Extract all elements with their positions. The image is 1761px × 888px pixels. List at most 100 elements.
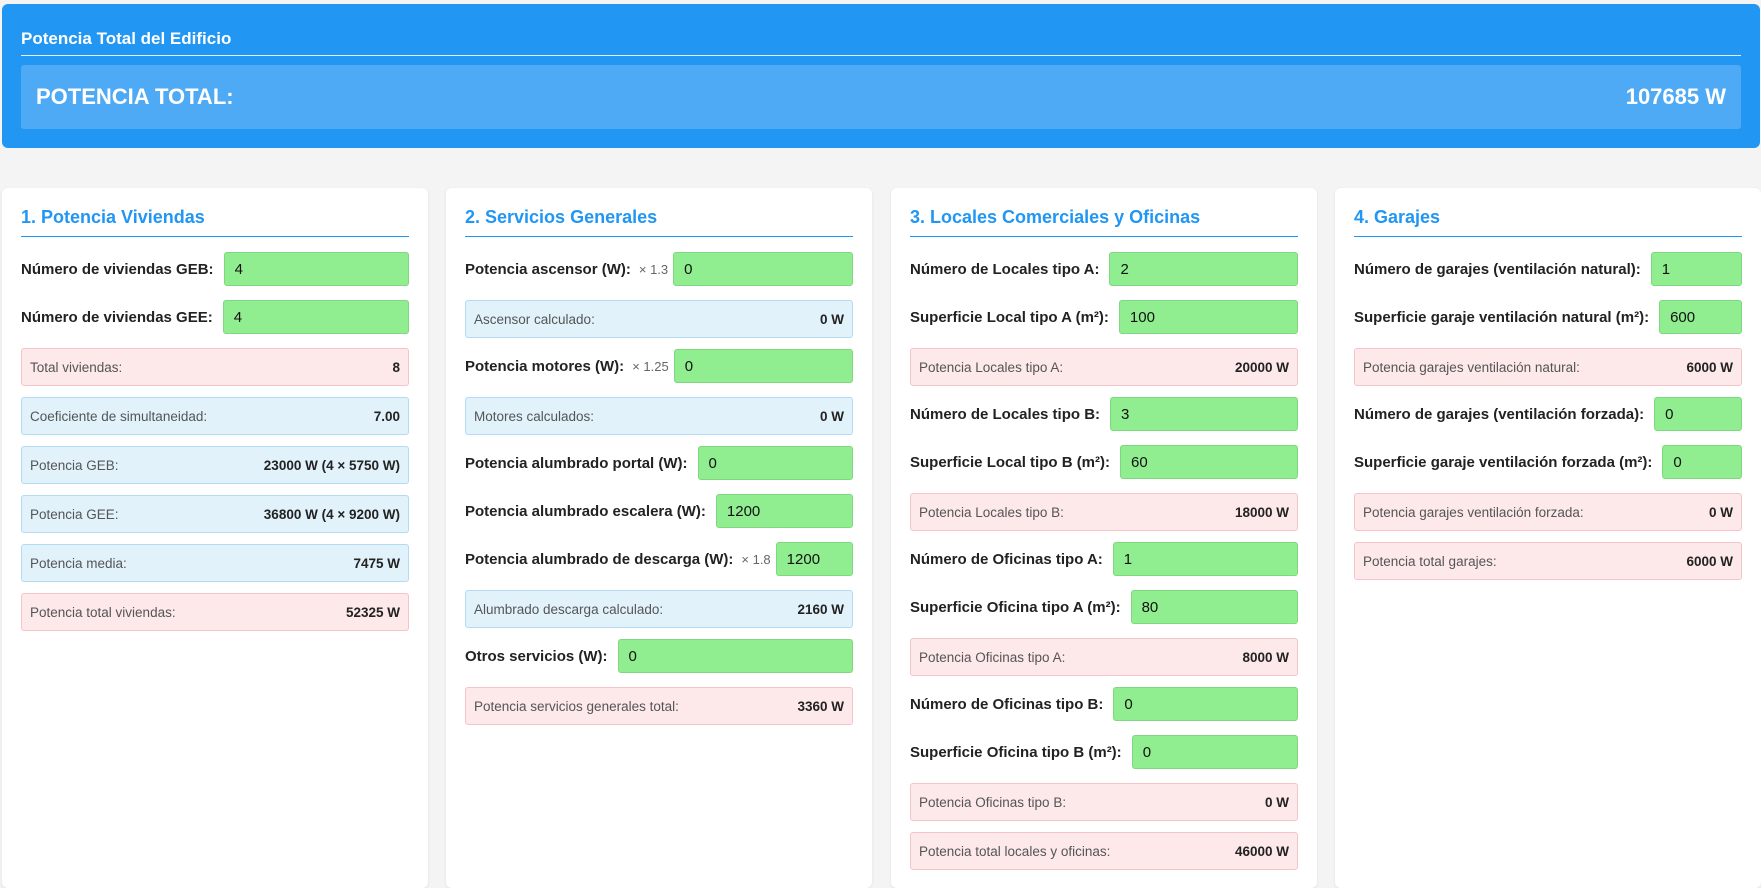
row-locales-a-num: Número de Locales tipo A:	[910, 252, 1298, 286]
alumbrado-portal-input[interactable]	[697, 446, 853, 480]
oficinas-b-sup-input[interactable]	[1131, 735, 1298, 769]
alumbrado-descarga-label: Potencia alumbrado de descarga (W):	[465, 550, 734, 568]
result-label: Potencia garajes ventilación natural:	[1363, 359, 1580, 375]
row-ascensor: Potencia ascensor (W): × 1.3	[465, 252, 853, 286]
row-alumbrado-escalera: Potencia alumbrado escalera (W):	[465, 494, 853, 528]
row-alumbrado-portal: Potencia alumbrado portal (W):	[465, 446, 853, 480]
locales-b-num-label: Número de Locales tipo B:	[910, 405, 1101, 423]
result-label: Ascensor calculado:	[474, 311, 595, 327]
oficinas-a-num-input[interactable]	[1112, 542, 1298, 576]
result-label: Potencia media:	[30, 555, 127, 571]
locales-a-pot-result: Potencia Locales tipo A: 20000 W	[910, 348, 1298, 386]
result-label: Potencia garajes ventilación forzada:	[1363, 504, 1584, 520]
header-title: Potencia Total del Edificio	[21, 4, 1741, 56]
card-servicios: 2. Servicios Generales Potencia ascensor…	[446, 188, 872, 888]
result-value: 6000 W	[1686, 553, 1733, 569]
servicios-total-result: Potencia servicios generales total: 3360…	[465, 687, 853, 725]
otros-servicios-input[interactable]	[617, 639, 853, 673]
locales-a-num-label: Número de Locales tipo A:	[910, 260, 1100, 278]
ascensor-multiplier: × 1.3	[638, 261, 669, 277]
result-value: 8000 W	[1242, 649, 1289, 665]
row-locales-a-sup: Superficie Local tipo A (m²):	[910, 300, 1298, 334]
result-label: Potencia Oficinas tipo A:	[919, 649, 1066, 665]
potencia-media-result: Potencia media: 7475 W	[21, 544, 409, 582]
result-value: 2160 W	[797, 601, 844, 617]
row-motores: Potencia motores (W): × 1.25	[465, 349, 853, 383]
garajes-for-num-label: Número de garajes (ventilación forzada):	[1354, 405, 1645, 423]
potencia-geb-result: Potencia GEB: 23000 W (4 × 5750 W)	[21, 446, 409, 484]
garajes-for-sup-input[interactable]	[1662, 445, 1742, 479]
oficinas-a-sup-input[interactable]	[1130, 590, 1298, 624]
descarga-calc-result: Alumbrado descarga calculado: 2160 W	[465, 590, 853, 628]
potencia-gee-result: Potencia GEE: 36800 W (4 × 9200 W)	[21, 495, 409, 533]
oficinas-a-sup-label: Superficie Oficina tipo A (m²):	[910, 598, 1121, 616]
result-value: 0 W	[819, 408, 844, 424]
card-title-garajes: 4. Garajes	[1354, 206, 1742, 237]
result-label: Potencia servicios generales total:	[474, 698, 679, 714]
garajes-nat-sup-label: Superficie garaje ventilación natural (m…	[1354, 308, 1650, 326]
alumbrado-portal-label: Potencia alumbrado portal (W):	[465, 454, 688, 472]
result-label: Potencia total garajes:	[1363, 553, 1497, 569]
viviendas-geb-input[interactable]	[223, 252, 409, 286]
total-power-value: 107685 W	[1625, 84, 1726, 109]
row-oficinas-a-sup: Superficie Oficina tipo A (m²):	[910, 590, 1298, 624]
locales-a-sup-label: Superficie Local tipo A (m²):	[910, 308, 1109, 326]
otros-servicios-label: Otros servicios (W):	[465, 647, 608, 665]
locales-b-num-input[interactable]	[1110, 397, 1298, 431]
alumbrado-escalera-label: Potencia alumbrado escalera (W):	[465, 502, 706, 520]
motores-input[interactable]	[673, 349, 853, 383]
ascensor-label: Potencia ascensor (W):	[465, 260, 631, 278]
card-locales: 3. Locales Comerciales y Oficinas Número…	[891, 188, 1317, 888]
card-title-locales: 3. Locales Comerciales y Oficinas	[910, 206, 1298, 237]
total-viviendas-result: Total viviendas: 8	[21, 348, 409, 386]
garajes-for-num-input[interactable]	[1654, 397, 1742, 431]
viviendas-geb-label: Número de viviendas GEB:	[21, 260, 214, 278]
result-label: Motores calculados:	[474, 408, 595, 424]
result-value: 6000 W	[1686, 359, 1733, 375]
garajes-nat-num-input[interactable]	[1650, 252, 1742, 286]
result-label: Alumbrado descarga calculado:	[474, 601, 664, 617]
oficinas-a-pot-result: Potencia Oficinas tipo A: 8000 W	[910, 638, 1298, 676]
summary-header: Potencia Total del Edificio POTENCIA TOT…	[2, 4, 1760, 148]
result-value: 46000 W	[1234, 843, 1289, 859]
oficinas-b-num-input[interactable]	[1113, 687, 1298, 721]
locales-b-sup-input[interactable]	[1120, 445, 1298, 479]
card-viviendas: 1. Potencia Viviendas Número de vivienda…	[2, 188, 428, 888]
result-value: 3360 W	[797, 698, 844, 714]
garajes-total-result: Potencia total garajes: 6000 W	[1354, 542, 1742, 580]
result-label: Total viviendas:	[30, 359, 123, 375]
potencia-total-viviendas-result: Potencia total viviendas: 52325 W	[21, 593, 409, 631]
viviendas-gee-input[interactable]	[222, 300, 409, 334]
garajes-for-pot-result: Potencia garajes ventilación forzada: 0 …	[1354, 493, 1742, 531]
result-value: 23000 W (4 × 5750 W)	[263, 457, 400, 473]
oficinas-b-num-label: Número de Oficinas tipo B:	[910, 695, 1104, 713]
result-value: 20000 W	[1234, 359, 1289, 375]
result-value: 0 W	[819, 311, 844, 327]
result-label: Coeficiente de simultaneidad:	[30, 408, 208, 424]
garajes-nat-num-label: Número de garajes (ventilación natural):	[1354, 260, 1641, 278]
row-oficinas-b-sup: Superficie Oficina tipo B (m²):	[910, 735, 1298, 769]
garajes-nat-pot-result: Potencia garajes ventilación natural: 60…	[1354, 348, 1742, 386]
coef-simultaneidad-result: Coeficiente de simultaneidad: 7.00	[21, 397, 409, 435]
alumbrado-escalera-input[interactable]	[715, 494, 853, 528]
alumbrado-descarga-input[interactable]	[775, 542, 853, 576]
result-value: 36800 W (4 × 9200 W)	[263, 506, 400, 522]
result-value: 0 W	[1708, 504, 1733, 520]
garajes-for-sup-label: Superficie garaje ventilación forzada (m…	[1354, 453, 1653, 471]
locales-a-num-input[interactable]	[1109, 252, 1298, 286]
viviendas-gee-label: Número de viviendas GEE:	[21, 308, 213, 326]
locales-total-result: Potencia total locales y oficinas: 46000…	[910, 832, 1298, 870]
oficinas-a-num-label: Número de Oficinas tipo A:	[910, 550, 1103, 568]
ascensor-input[interactable]	[673, 252, 853, 286]
result-label: Potencia Locales tipo B:	[919, 504, 1064, 520]
result-label: Potencia GEB:	[30, 457, 119, 473]
result-value: 52325 W	[345, 604, 400, 620]
row-viviendas-geb: Número de viviendas GEB:	[21, 252, 409, 286]
result-value: 0 W	[1264, 794, 1289, 810]
garajes-nat-sup-input[interactable]	[1659, 300, 1742, 334]
result-label: Potencia total locales y oficinas:	[919, 843, 1111, 859]
total-power-label: POTENCIA TOTAL:	[36, 84, 234, 109]
locales-b-sup-label: Superficie Local tipo B (m²):	[910, 453, 1111, 471]
locales-a-sup-input[interactable]	[1118, 300, 1298, 334]
row-garajes-for-sup: Superficie garaje ventilación forzada (m…	[1354, 445, 1742, 479]
